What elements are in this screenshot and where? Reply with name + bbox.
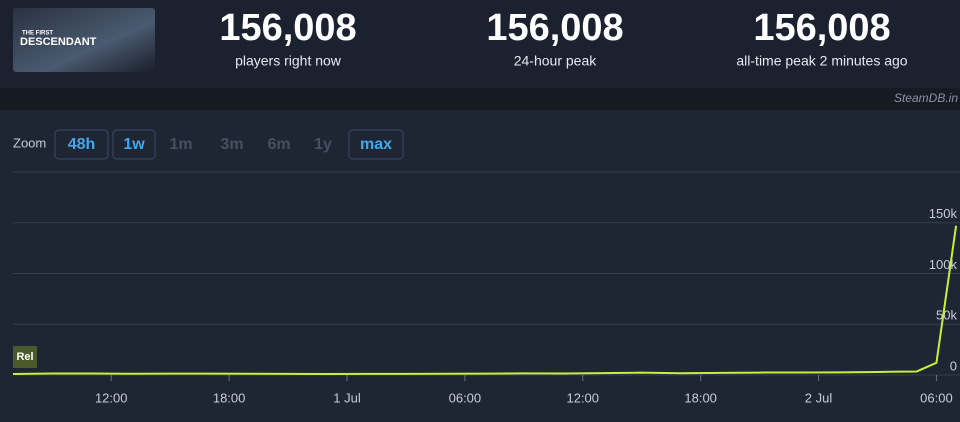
zoom-button[interactable]: 6m bbox=[267, 136, 290, 153]
source-strip bbox=[0, 88, 960, 110]
y-tick-label: 100k bbox=[929, 257, 958, 272]
x-tick-label: 1 Jul bbox=[333, 390, 361, 405]
zoom-button-frame[interactable] bbox=[112, 129, 156, 160]
stat-label: 24-hour peak bbox=[514, 53, 598, 69]
stat-value: 156,008 bbox=[486, 7, 623, 49]
x-tick-label: 2 Jul bbox=[805, 390, 833, 405]
x-tick-label: 18:00 bbox=[684, 390, 717, 405]
annotation-badge bbox=[13, 346, 37, 368]
zoom-button[interactable]: 3m bbox=[220, 136, 243, 153]
zoom-label: Zoom bbox=[13, 135, 46, 150]
zoom-button-frame[interactable] bbox=[348, 129, 404, 160]
stat-value: 156,008 bbox=[753, 7, 890, 49]
zoom-button[interactable]: max bbox=[360, 136, 392, 153]
x-tick-label: 06:00 bbox=[449, 390, 482, 405]
zoom-button[interactable]: 1y bbox=[314, 136, 332, 153]
x-tick-label: 06:00 bbox=[920, 390, 953, 405]
logo-text: THE FIRST bbox=[22, 31, 53, 37]
series-line bbox=[12, 225, 958, 375]
x-tick-label: 18:00 bbox=[213, 390, 246, 405]
y-tick-label: 0 bbox=[950, 358, 957, 373]
annotation: Rel bbox=[16, 351, 33, 363]
y-tick-label: 50k bbox=[936, 308, 957, 323]
game-logo[interactable] bbox=[13, 8, 155, 72]
zoom-button[interactable]: 48h bbox=[68, 136, 96, 153]
header-bg bbox=[0, 0, 960, 88]
x-tick-label: 12:00 bbox=[566, 390, 599, 405]
stat-label: all-time peak 2 minutes ago bbox=[736, 53, 907, 69]
zoom-button-frame[interactable] bbox=[54, 129, 109, 160]
x-tick-label: 12:00 bbox=[95, 390, 128, 405]
stat-label: players right now bbox=[235, 53, 342, 69]
stat-value: 156,008 bbox=[219, 7, 356, 49]
zoom-button[interactable]: 1m bbox=[169, 136, 192, 153]
zoom-button[interactable]: 1w bbox=[123, 136, 145, 153]
y-tick-label: 150k bbox=[929, 206, 958, 221]
source-link[interactable]: SteamDB.in bbox=[894, 91, 958, 105]
logo-text: DESCENDANT bbox=[20, 36, 97, 48]
